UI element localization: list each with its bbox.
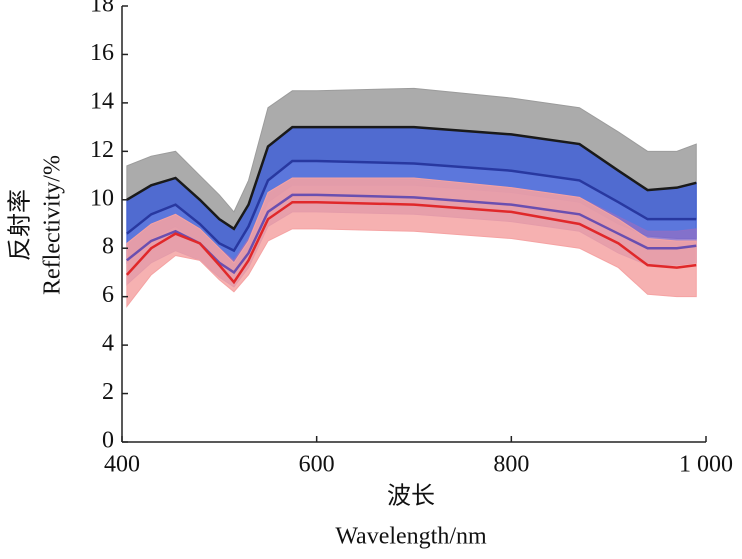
mean-line xyxy=(125,200,697,285)
x-tick-label: 600 xyxy=(299,452,335,478)
y-axis-label: 反射率 xyxy=(7,189,34,261)
y-tick-label: 18 xyxy=(90,0,114,18)
x-axis-label-en: Wavelength/nm xyxy=(335,524,487,550)
x-tick-label: 1 000 xyxy=(679,452,733,478)
y-tick-label: 6 xyxy=(102,282,114,308)
mean-line xyxy=(126,125,697,231)
y-tick-label: 14 xyxy=(90,88,114,114)
y-tick-label: 12 xyxy=(90,137,114,163)
x-axis-label: 波长 xyxy=(387,483,435,510)
y-tick-label: 2 xyxy=(102,379,114,405)
x-tick-label: 800 xyxy=(493,452,529,478)
y-axis-label-en: Reflectivity/% xyxy=(40,155,66,295)
y-tick-label: 8 xyxy=(102,234,114,260)
y-tick-label: 10 xyxy=(90,185,114,211)
x-tick-label: 400 xyxy=(104,452,140,478)
mean-line xyxy=(126,159,697,253)
y-tick-label: 16 xyxy=(90,40,114,66)
y-tick-label: 0 xyxy=(102,428,114,454)
y-tick-label: 4 xyxy=(102,331,114,357)
